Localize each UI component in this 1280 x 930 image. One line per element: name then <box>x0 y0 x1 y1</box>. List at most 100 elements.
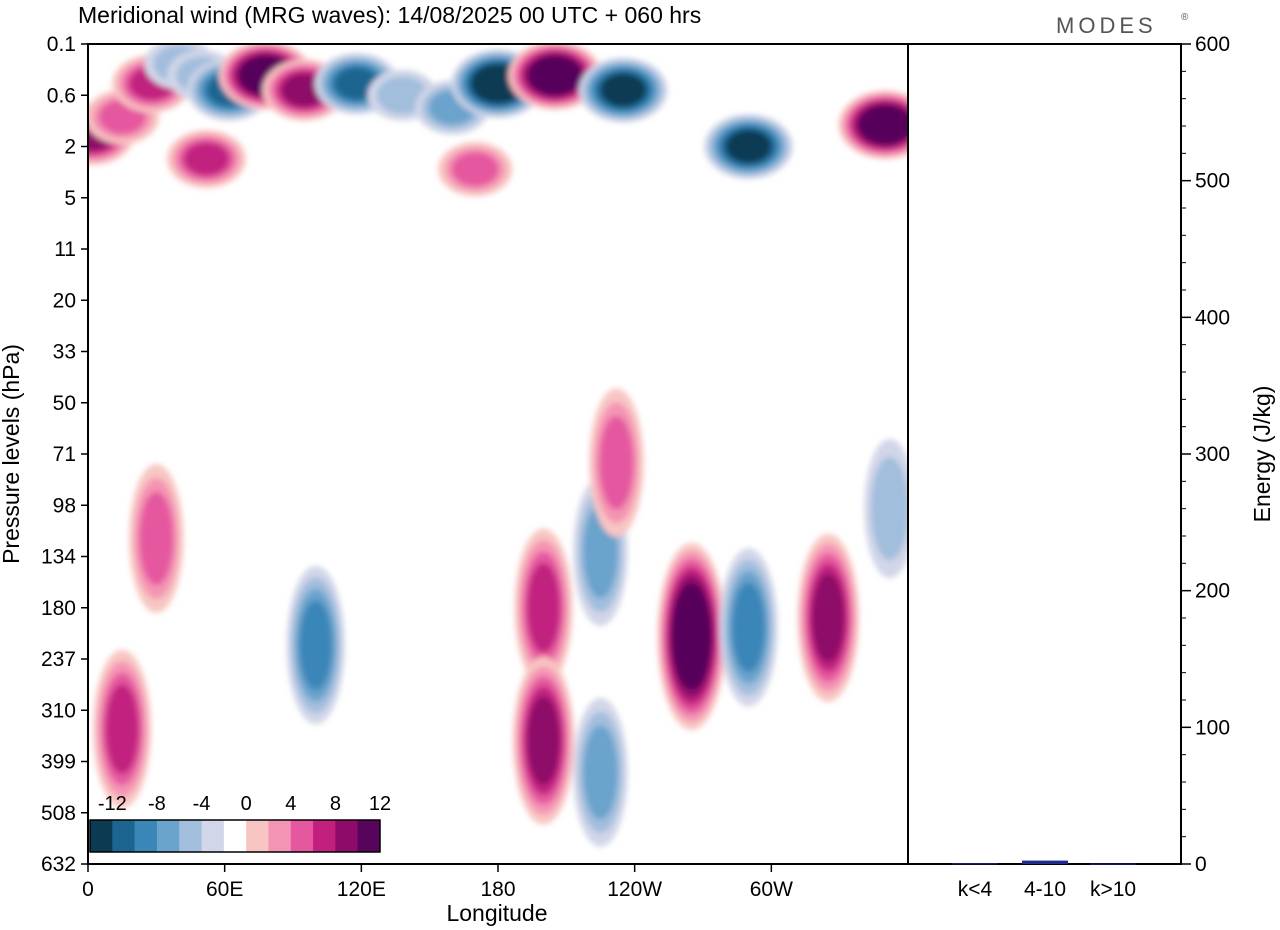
colorbar-label: 4 <box>285 793 296 815</box>
y-tick-label: 399 <box>41 751 76 774</box>
colorbar-swatch <box>290 820 314 852</box>
contour-band <box>726 130 771 163</box>
y-tick-label: 11 <box>54 238 76 261</box>
wind-anomaly <box>573 697 628 847</box>
x-axis-title: Longitude <box>446 900 547 926</box>
y-tick-label: 0.6 <box>47 84 76 107</box>
energy-bar <box>1022 860 1068 864</box>
colorbar-swatch <box>90 820 113 852</box>
colorbar-label: -12 <box>98 793 127 815</box>
wind-anomaly <box>657 542 726 731</box>
energy-tick-label: 0 <box>1195 853 1207 876</box>
wavenumber-label: k>10 <box>1090 878 1136 901</box>
contour-band <box>334 67 379 100</box>
energy-bars <box>952 860 1136 865</box>
longitude-axis: 0 60E 120E 180 120W 60W <box>82 864 793 901</box>
energy-tick-label: 400 <box>1195 306 1230 329</box>
colorbar-label: 8 <box>330 793 341 815</box>
x-tick-label: 120E <box>337 878 386 901</box>
brand-logo: MODES <box>1056 13 1157 38</box>
colorbar-label: 0 <box>241 793 252 815</box>
colorbar-swatch <box>201 820 225 852</box>
y-tick-label: 310 <box>41 699 76 722</box>
wind-anomaly <box>704 113 793 180</box>
energy-frame <box>907 43 1182 865</box>
y-tick-label: 98 <box>53 494 76 517</box>
colorbar-swatch <box>335 820 359 852</box>
y-axis-title: Pressure levels (hPa) <box>0 344 24 564</box>
wind-anomaly <box>589 388 644 538</box>
energy-axis: 0 100 200 300 400 500 600 <box>1181 33 1230 876</box>
contour-band <box>105 684 139 774</box>
colorbar-swatch <box>134 820 158 852</box>
energy-tick-label: 500 <box>1195 170 1230 193</box>
chart-title: Meridional wind (MRG waves): 14/08/2025 … <box>78 2 701 28</box>
wavenumber-label: k<4 <box>958 878 993 901</box>
contour-band <box>675 591 709 682</box>
energy-tick-label: 100 <box>1195 716 1230 739</box>
wind-anomaly <box>93 649 152 809</box>
colorbar: -12 -8 -4 0 4 8 12 <box>89 793 391 853</box>
y-tick-label: 134 <box>41 546 76 569</box>
wind-anomaly <box>512 656 575 825</box>
wind-anomaly <box>797 533 860 702</box>
colorbar-swatch <box>357 820 381 852</box>
contour-band <box>532 58 578 92</box>
energy-tick-label: 200 <box>1195 580 1230 603</box>
wind-anomaly <box>719 548 778 707</box>
contour-band <box>451 152 499 187</box>
contour-band <box>184 142 229 176</box>
colorbar-label: 12 <box>369 793 391 815</box>
energy-tick-label: 300 <box>1195 443 1230 466</box>
colorbar-swatch <box>246 820 269 852</box>
heatmap-panel: 0.1 0.6 2 5 11 20 33 50 71 98 134 180 237 310 399 508 63… <box>0 33 909 926</box>
wind-anomaly <box>514 528 573 687</box>
energy-tick-label: 600 <box>1195 33 1230 56</box>
wavenumber-label: 4-10 <box>1024 878 1066 901</box>
x-tick-label: 0 <box>82 878 94 901</box>
colorbar-label: -8 <box>148 793 166 815</box>
wavenumber-axis: k<4 4-10 k>10 <box>958 878 1136 901</box>
y-tick-label: 508 <box>41 802 76 825</box>
y-tick-label: 2 <box>64 136 76 159</box>
heatmap-field <box>88 44 908 847</box>
energy-bar <box>952 863 998 865</box>
colorbar-frame <box>89 819 381 853</box>
colorbar-swatch <box>179 820 203 852</box>
contour-band <box>812 573 845 663</box>
wind-anomaly <box>129 464 184 613</box>
colorbar-label: -4 <box>193 793 211 815</box>
energy-axis-title: Energy (J/kg) <box>1249 386 1275 523</box>
wind-anomaly <box>166 129 247 189</box>
colorbar-swatch <box>313 820 336 852</box>
wind-anomaly <box>438 141 513 197</box>
brand-registered-mark: ® <box>1181 12 1189 23</box>
colorbar-swatch <box>223 820 247 852</box>
wind-anomaly <box>864 438 908 579</box>
y-tick-label: 237 <box>41 648 76 671</box>
x-tick-label: 120W <box>607 878 662 901</box>
contour-band <box>870 457 908 561</box>
wind-anomaly <box>286 565 345 725</box>
colorbar-swatch <box>156 820 180 852</box>
y-tick-label: 180 <box>41 597 76 620</box>
colorbar-swatch <box>268 820 292 852</box>
contour-band <box>583 725 618 820</box>
y-tick-label: 5 <box>64 187 76 210</box>
contour-band <box>376 76 429 115</box>
energy-bar-panel: 0 100 200 300 400 500 600 k<4 4-10 k>10 Energy (… <box>907 33 1275 901</box>
y-tick-label: 632 <box>41 853 76 876</box>
wind-anomaly <box>508 44 602 110</box>
contour-band <box>527 696 560 785</box>
energy-bar <box>1090 863 1136 865</box>
y-tick-label: 20 <box>53 289 76 312</box>
y-tick-label: 50 <box>53 392 76 415</box>
y-tick-label: 33 <box>53 341 76 364</box>
contour-band <box>299 600 333 691</box>
contour-band <box>732 582 766 673</box>
colorbar-swatch <box>112 820 136 852</box>
wind-anomaly <box>112 54 192 113</box>
y-tick-label: 71 <box>53 443 76 466</box>
x-tick-label: 60E <box>206 878 243 901</box>
